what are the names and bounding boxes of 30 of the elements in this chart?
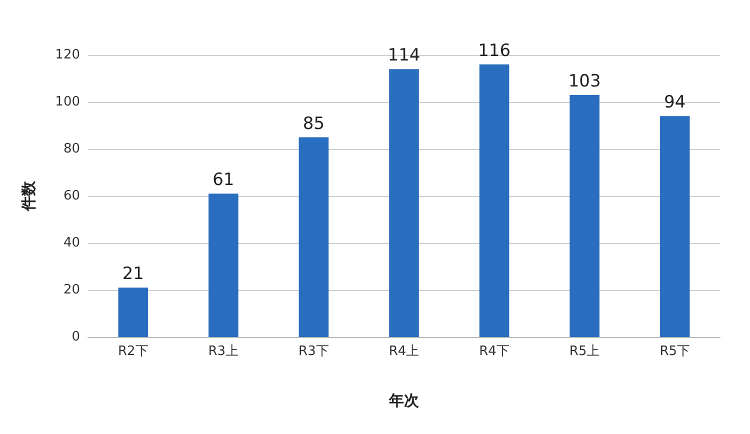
data-label: 103 — [568, 71, 601, 92]
y-tick-label: 20 — [63, 282, 80, 298]
x-tick-label: R2下 — [118, 344, 148, 359]
bar — [389, 69, 419, 337]
data-label: 116 — [478, 40, 511, 61]
x-tick-label: R4下 — [479, 344, 510, 359]
bar — [660, 116, 690, 337]
x-tick-label: R5上 — [569, 344, 600, 359]
x-tick-label: R5下 — [660, 344, 690, 359]
y-tick-label: 60 — [63, 188, 80, 204]
bar — [118, 288, 148, 337]
data-label: 61 — [212, 170, 234, 190]
x-tick-label: R4上 — [388, 344, 420, 359]
bar — [208, 194, 238, 337]
y-tick-label: 80 — [63, 142, 80, 156]
data-label: 21 — [122, 264, 144, 284]
data-label: 94 — [664, 92, 686, 113]
y-axis-title: 件数 — [20, 180, 38, 212]
x-axis-title: 年次 — [388, 392, 420, 410]
data-label: 85 — [302, 114, 325, 134]
bar — [570, 94, 600, 337]
data-label: 114 — [388, 46, 420, 66]
y-tick-label: 120 — [55, 48, 80, 62]
bar — [298, 137, 329, 337]
bar — [479, 64, 510, 337]
x-tick-label: R3下 — [298, 344, 329, 359]
y-tick-label: 100 — [55, 94, 80, 110]
y-tick-label: 40 — [63, 236, 80, 250]
x-tick-label: R3上 — [208, 344, 239, 359]
y-tick-label: 0 — [72, 330, 80, 344]
